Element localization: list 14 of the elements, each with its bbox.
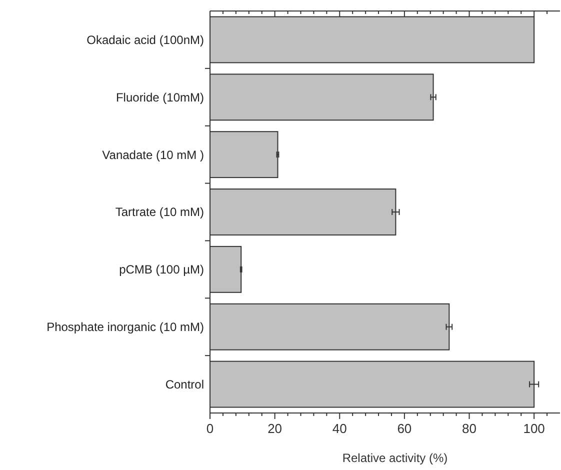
x-tick-label: 40 (332, 421, 347, 436)
y-tick-label: Control (165, 377, 204, 392)
y-tick-label: Phosphate inorganic (10 mM) (46, 320, 204, 334)
x-tick-label: 0 (206, 421, 214, 436)
y-tick-label: Fluoride (10mM) (116, 90, 204, 104)
x-tick-label: 100 (523, 421, 545, 436)
y-tick-label: Tartrate (10 mM) (115, 205, 204, 220)
x-tick-label: 80 (462, 421, 476, 436)
y-tick-label: pCMB (100 µM) (119, 262, 204, 277)
x-axis-title: Relative activity (%) (342, 451, 448, 465)
y-tick-label: Okadaic acid (100nM) (86, 32, 204, 47)
x-tick-label: 20 (268, 421, 282, 436)
x-tick-label: 60 (397, 421, 412, 436)
y-tick-label: Vanadate (10 mM ) (102, 148, 204, 162)
